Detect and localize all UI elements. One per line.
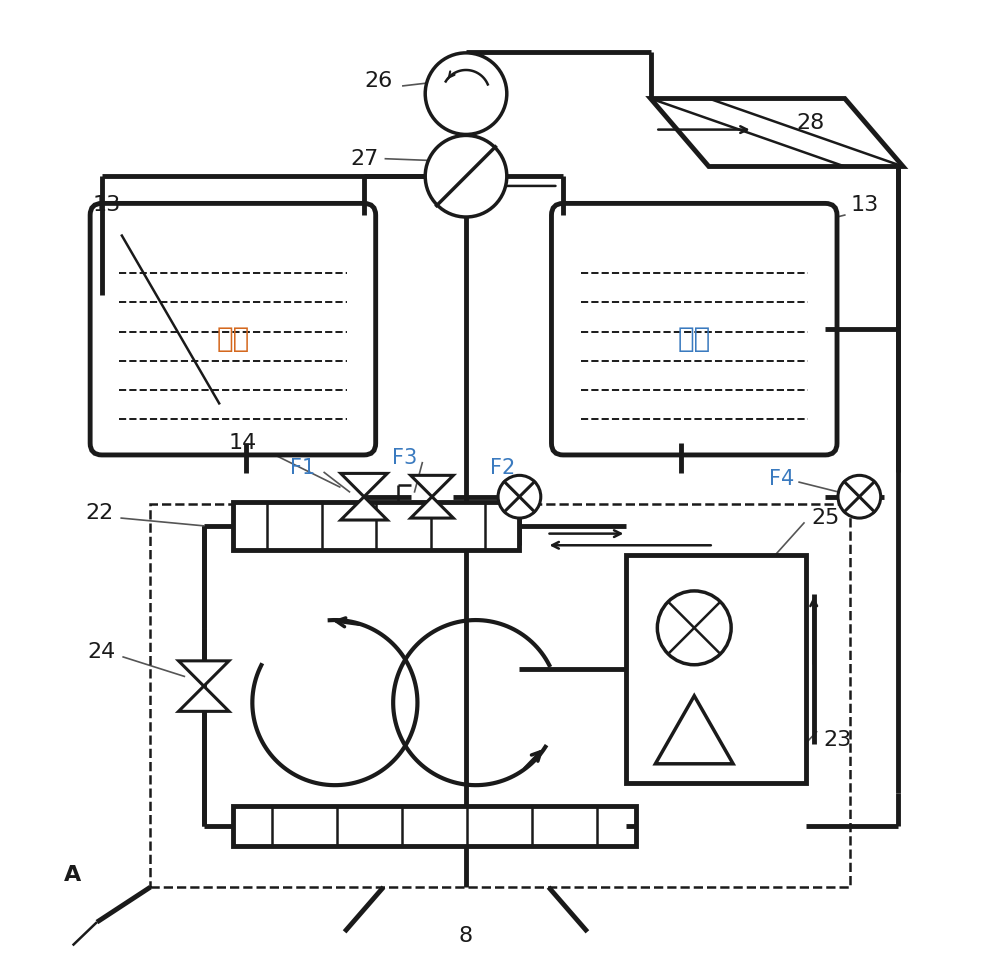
Circle shape (657, 591, 731, 664)
Bar (150, 504, 850, 887)
Bar (233, 805, 636, 846)
Text: F3: F3 (392, 448, 417, 468)
Bar (233, 502, 519, 550)
Text: F2: F2 (490, 458, 516, 477)
Circle shape (498, 475, 541, 518)
Polygon shape (341, 473, 387, 497)
Text: 23: 23 (824, 730, 852, 750)
Text: 28: 28 (797, 113, 825, 132)
Bar (626, 555, 806, 783)
Circle shape (425, 135, 507, 217)
Text: 27: 27 (350, 149, 378, 169)
Text: 26: 26 (364, 71, 393, 91)
Text: 13: 13 (850, 196, 878, 215)
Text: 25: 25 (811, 508, 840, 528)
Polygon shape (179, 660, 229, 686)
FancyBboxPatch shape (90, 204, 376, 455)
Text: 22: 22 (86, 504, 114, 523)
Text: 13: 13 (93, 196, 121, 215)
FancyBboxPatch shape (551, 204, 837, 455)
Text: 14: 14 (229, 433, 257, 453)
Polygon shape (179, 686, 229, 711)
Polygon shape (341, 497, 387, 520)
Text: 24: 24 (88, 642, 116, 662)
Text: A: A (64, 866, 81, 885)
Polygon shape (411, 475, 453, 497)
Circle shape (838, 475, 881, 518)
Text: F1: F1 (290, 458, 315, 477)
Text: 冷水: 冷水 (216, 325, 250, 353)
Text: 热水: 热水 (678, 325, 711, 353)
Text: F4: F4 (769, 469, 794, 489)
Polygon shape (655, 695, 733, 764)
Polygon shape (411, 497, 453, 518)
Text: 8: 8 (459, 925, 473, 946)
Polygon shape (651, 98, 903, 167)
Circle shape (425, 53, 507, 134)
